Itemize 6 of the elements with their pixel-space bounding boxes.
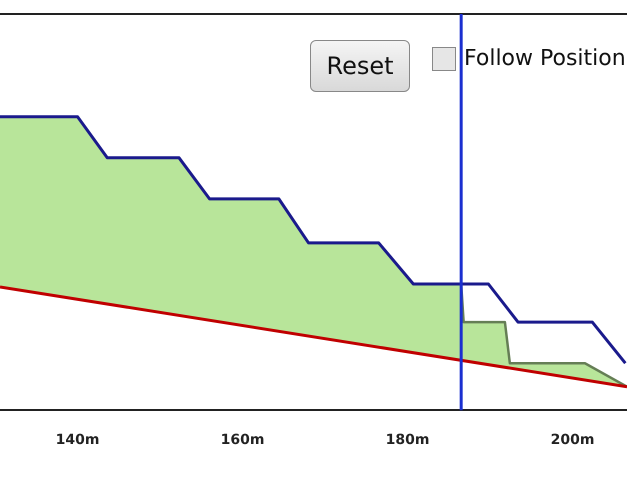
reset-button: Reset bbox=[310, 40, 410, 92]
x-tick-label: 140m bbox=[56, 432, 100, 448]
x-tick-label: 180m bbox=[386, 432, 430, 448]
x-tick-label: 200m bbox=[550, 432, 594, 448]
follow-checkbox: Follow Position bbox=[432, 46, 626, 71]
x-tick-label: 160m bbox=[220, 432, 264, 448]
